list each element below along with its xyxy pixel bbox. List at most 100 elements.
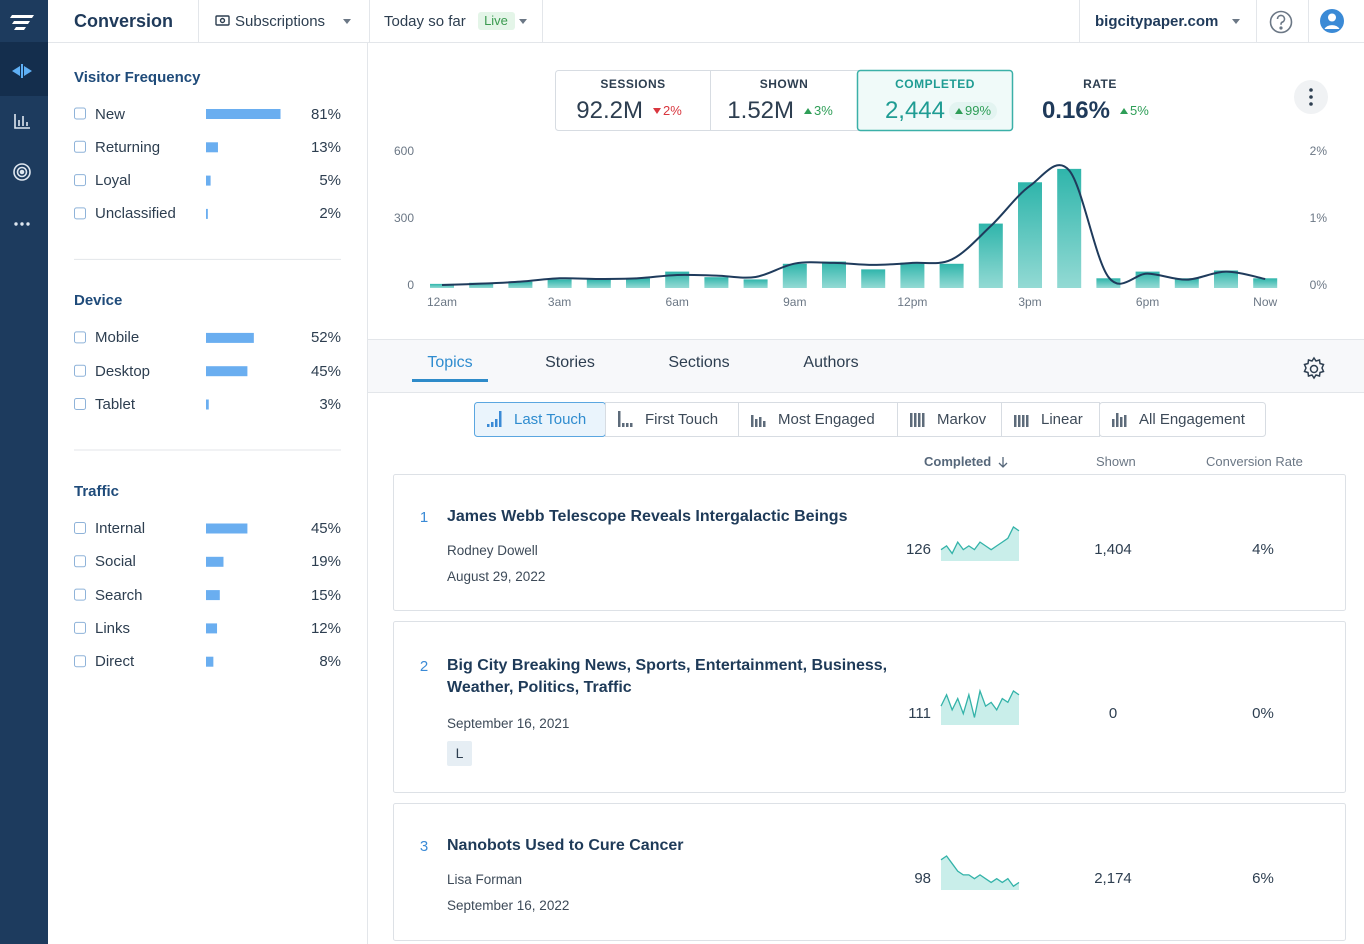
attribution-icon bbox=[626, 423, 629, 427]
checkbox[interactable] bbox=[74, 655, 86, 668]
x-tick-label: 3pm bbox=[1018, 294, 1042, 309]
filter-label: Links bbox=[95, 619, 131, 637]
conversion-icon[interactable] bbox=[12, 64, 32, 78]
product-dropdown[interactable]: Subscriptions bbox=[235, 12, 326, 30]
filter-label: Internal bbox=[95, 520, 146, 537]
column-header[interactable]: Conversion Rate bbox=[1206, 454, 1303, 469]
bar bbox=[626, 278, 650, 288]
goals-icon[interactable] bbox=[13, 163, 31, 181]
row-title: Nanobots Used to Cure Cancer bbox=[447, 837, 684, 854]
attribution-label[interactable]: Markov bbox=[937, 410, 987, 428]
row-shown: 1,404 bbox=[1094, 540, 1132, 558]
bar bbox=[861, 269, 886, 288]
filter-label: Loyal bbox=[95, 172, 131, 190]
bar bbox=[900, 262, 925, 288]
filter-value: 2% bbox=[319, 205, 341, 223]
row-card[interactable] bbox=[393, 474, 1346, 611]
column-header[interactable]: Shown bbox=[1096, 454, 1136, 469]
attribution-icon bbox=[1116, 413, 1119, 427]
row-rate: 0% bbox=[1252, 704, 1274, 722]
checkbox[interactable] bbox=[74, 588, 86, 601]
caret bbox=[519, 19, 527, 24]
sidebar bbox=[0, 0, 48, 944]
help-icon[interactable] bbox=[1269, 10, 1293, 34]
attribution-label[interactable]: Last Touch bbox=[514, 410, 587, 428]
filter-label: Returning bbox=[95, 138, 161, 156]
metric-change: 99% bbox=[965, 103, 992, 118]
tab[interactable]: Sections bbox=[668, 354, 730, 371]
change-arrow bbox=[804, 108, 812, 114]
filter-value: 8% bbox=[319, 653, 341, 671]
filter-bar bbox=[206, 399, 209, 410]
row-author: Rodney Dowell bbox=[447, 542, 538, 558]
sort-arrow[interactable] bbox=[998, 457, 1008, 468]
top-bar bbox=[48, 0, 1364, 42]
bar bbox=[547, 279, 572, 288]
row-card[interactable] bbox=[393, 803, 1346, 941]
attribution-label[interactable]: Linear bbox=[1041, 410, 1083, 428]
row-title: Big City Breaking News, Sports, Entertai… bbox=[447, 657, 888, 696]
row-shown: 2,174 bbox=[1094, 869, 1132, 887]
attribution-icon bbox=[622, 423, 625, 427]
filter-value: 3% bbox=[319, 396, 341, 413]
bar bbox=[430, 283, 454, 288]
filter-value: 13% bbox=[310, 138, 341, 156]
metric-change: 3% bbox=[814, 103, 833, 118]
x-tick-label: 6pm bbox=[1135, 294, 1160, 309]
attribution-label[interactable]: All Engagement bbox=[1139, 410, 1245, 428]
checkbox[interactable] bbox=[74, 174, 86, 187]
checkbox[interactable] bbox=[74, 555, 86, 568]
top-bar-dividers bbox=[198, 0, 1309, 42]
period-dropdown[interactable]: Today so far bbox=[384, 12, 466, 30]
tab[interactable]: Authors bbox=[803, 354, 859, 371]
page-title: Conversion bbox=[74, 10, 174, 31]
filter-value: 19% bbox=[310, 553, 341, 571]
sparkline bbox=[940, 855, 1020, 888]
checkbox[interactable] bbox=[74, 398, 86, 410]
checkbox[interactable] bbox=[74, 107, 86, 120]
attribution-button[interactable] bbox=[605, 402, 739, 437]
user-icon[interactable] bbox=[1320, 9, 1344, 33]
change-pill bbox=[949, 102, 997, 120]
site-dropdown[interactable]: bigcitypaper.com bbox=[1095, 12, 1219, 30]
checkbox[interactable] bbox=[74, 522, 86, 534]
bar bbox=[939, 263, 964, 288]
attribution-button[interactable] bbox=[1099, 402, 1266, 437]
attribution-icon bbox=[630, 423, 633, 427]
tab[interactable]: Stories bbox=[545, 354, 595, 371]
bar bbox=[822, 261, 846, 288]
settings-icon[interactable] bbox=[1303, 356, 1325, 380]
tab[interactable]: Topics bbox=[427, 354, 473, 371]
attribution-icon bbox=[751, 415, 754, 427]
column-header[interactable]: Completed bbox=[924, 454, 992, 469]
x-tick-label: 6am bbox=[665, 294, 689, 309]
row-card[interactable] bbox=[393, 621, 1346, 793]
metric-value: 0.16% bbox=[1041, 97, 1110, 124]
attribution-button[interactable] bbox=[1001, 402, 1100, 437]
filter-bar bbox=[206, 366, 248, 377]
attribution-icon bbox=[910, 413, 913, 427]
checkbox[interactable] bbox=[74, 364, 86, 377]
subscriptions-icon bbox=[215, 15, 230, 26]
metric-change: 5% bbox=[1130, 103, 1149, 118]
checkbox[interactable] bbox=[74, 621, 86, 634]
attribution-label[interactable]: First Touch bbox=[645, 410, 719, 428]
bar bbox=[586, 279, 611, 288]
more-icon[interactable] bbox=[14, 222, 30, 226]
attribution-label[interactable]: Most Engaged bbox=[778, 410, 875, 428]
caret bbox=[1232, 19, 1240, 24]
line bbox=[441, 164, 1266, 286]
checkbox[interactable] bbox=[74, 207, 86, 220]
reports-icon[interactable] bbox=[14, 114, 30, 129]
sparkline bbox=[940, 526, 1020, 555]
filter-value: 45% bbox=[310, 362, 341, 380]
filter-value: 15% bbox=[310, 586, 341, 604]
checkbox[interactable] bbox=[74, 140, 86, 153]
checkbox[interactable] bbox=[74, 331, 86, 344]
attribution-icon bbox=[491, 422, 494, 427]
x-tick-label: 9am bbox=[783, 294, 807, 309]
bar bbox=[1174, 278, 1199, 288]
attribution-button[interactable] bbox=[738, 402, 898, 437]
attribution-icon bbox=[1022, 415, 1025, 427]
attribution-icon bbox=[1026, 415, 1029, 427]
